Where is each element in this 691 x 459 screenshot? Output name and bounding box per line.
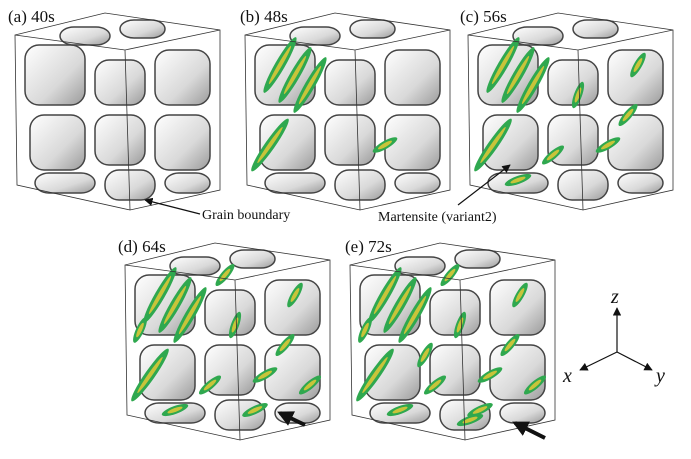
grain — [120, 20, 165, 38]
grain — [25, 45, 85, 105]
cube — [468, 13, 673, 210]
grain — [95, 60, 145, 105]
grain — [265, 173, 325, 193]
annotation: Martensite (variant2) — [378, 210, 497, 225]
grain — [155, 50, 210, 105]
grain — [558, 170, 608, 200]
grain — [350, 20, 395, 38]
cube — [245, 13, 450, 210]
cube — [350, 243, 555, 440]
cubes — [15, 13, 673, 440]
grain — [490, 280, 545, 335]
annotation: Grain boundary — [202, 208, 290, 223]
grain — [230, 250, 275, 268]
axis-label: x — [562, 365, 572, 387]
axis-triad: z x y — [562, 286, 665, 387]
grain — [608, 50, 663, 105]
grain — [155, 115, 210, 170]
figure: (a) 40s (b) 48s (c) 56s (d) 64s (e) 72s … — [0, 0, 691, 454]
cube — [15, 13, 220, 210]
panel-label: (a) 40s — [8, 7, 55, 26]
grain — [95, 115, 145, 165]
panel-label: (e) 72s — [345, 237, 392, 256]
grain — [165, 173, 210, 193]
grain — [30, 115, 85, 170]
grain — [325, 115, 375, 165]
panel-label: (d) 64s — [118, 237, 166, 256]
axis-label: y — [654, 365, 665, 387]
grain — [385, 50, 440, 105]
cube — [125, 243, 330, 440]
grain — [335, 170, 385, 200]
pointer — [145, 200, 200, 214]
grain — [105, 170, 155, 200]
grain — [573, 20, 618, 38]
grain — [455, 250, 500, 268]
panel-label: (c) 56s — [460, 7, 507, 26]
grain — [35, 173, 95, 193]
grain — [618, 173, 663, 193]
grain — [395, 173, 440, 193]
panel-label: (b) 48s — [240, 7, 288, 26]
grain — [325, 60, 375, 105]
axis-label: z — [610, 286, 619, 308]
grain — [500, 403, 545, 423]
grain — [215, 400, 265, 430]
grain — [265, 280, 320, 335]
